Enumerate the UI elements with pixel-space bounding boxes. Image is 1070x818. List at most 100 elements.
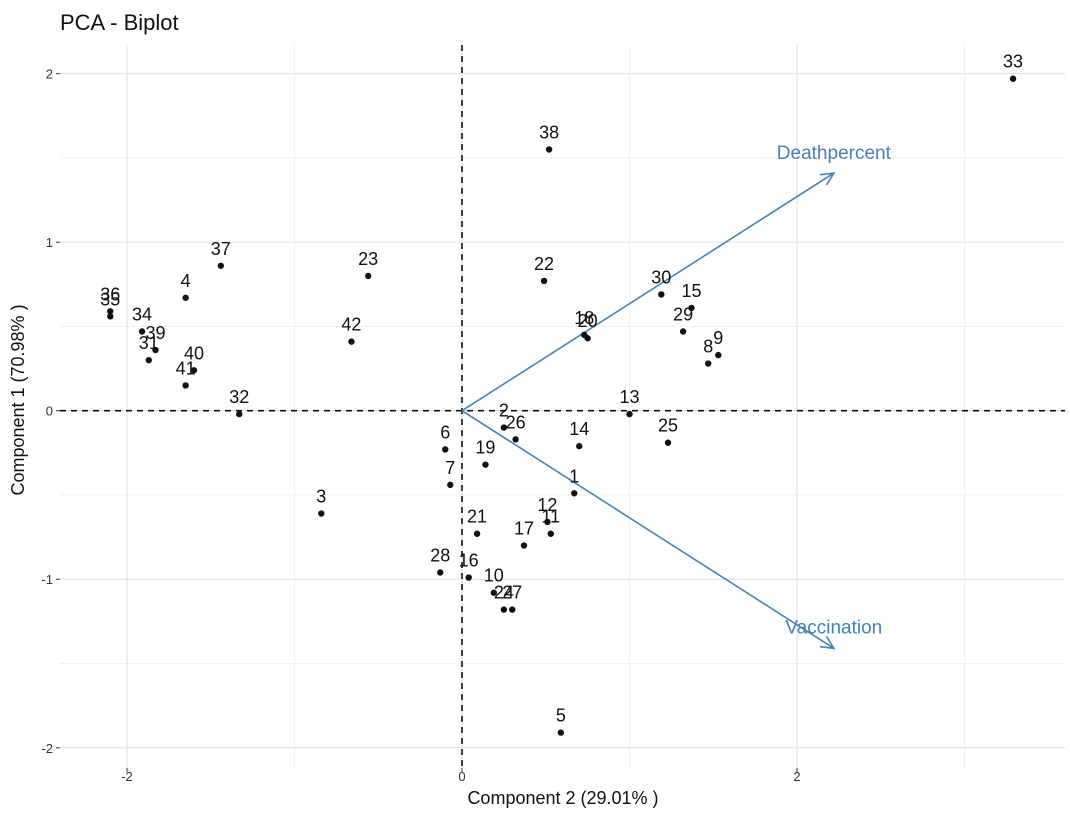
data-point (490, 589, 498, 596)
point-label: 22 (534, 254, 554, 274)
point-label: 33 (1003, 52, 1023, 72)
y-axis-title: Component 1 (70.98% ) (8, 304, 28, 495)
data-point (500, 606, 508, 613)
data-point (679, 328, 687, 335)
point-label: 5 (556, 706, 566, 726)
point-label: 36 (100, 284, 120, 304)
data-point (1009, 75, 1017, 82)
data-point (437, 569, 444, 576)
data-point (664, 439, 672, 446)
data-point (557, 729, 565, 736)
x-axis-title: Component 2 (29.01% ) (467, 788, 658, 808)
grid (60, 45, 1065, 768)
point-label: 35 (100, 289, 120, 309)
x-tick-label: 2 (793, 769, 800, 784)
variable-arrow (461, 172, 836, 412)
data-point (584, 335, 591, 342)
point-label: 20 (578, 311, 598, 331)
point-label: 1 (569, 466, 579, 486)
point-label: 10 (484, 566, 504, 586)
data-point (107, 308, 114, 315)
point-label: 28 (430, 546, 450, 566)
point-label: 17 (514, 519, 534, 539)
point-label: 15 (681, 281, 701, 301)
point-label: 23 (358, 249, 378, 269)
data-point (626, 410, 633, 418)
data-point (509, 606, 516, 613)
point-label: 26 (506, 412, 526, 432)
data-point (512, 436, 519, 443)
point-label: 24 (494, 583, 514, 603)
data-point (520, 542, 528, 549)
y-tick-label: 1 (46, 235, 53, 250)
y-tick-label: -1 (41, 572, 53, 587)
point-label: 25 (658, 416, 678, 436)
point-label: 42 (341, 315, 361, 335)
point-label: 19 (475, 438, 495, 458)
point-label: 34 (132, 305, 152, 325)
point-label: 41 (176, 358, 196, 378)
data-point (348, 338, 355, 345)
point-label: 16 (459, 551, 479, 571)
data-point (145, 356, 152, 364)
variable-arrow (461, 410, 836, 650)
point-label: 6 (440, 422, 450, 442)
data-point (152, 346, 159, 354)
point-label: 37 (211, 239, 231, 259)
data-point (138, 328, 146, 335)
point-label: 7 (445, 458, 455, 478)
point-label: 12 (537, 495, 557, 515)
variable-arrows: Deathpercent Vaccination (461, 143, 892, 650)
data-point (318, 510, 325, 517)
point-label: 29 (673, 305, 693, 325)
data-point (715, 351, 722, 359)
point-label: 27 (502, 583, 522, 603)
chart-title: PCA - Biplot (60, 10, 179, 35)
point-label: 39 (145, 323, 165, 343)
data-point (107, 313, 114, 320)
data-point (540, 277, 548, 285)
data-point (482, 461, 489, 468)
data-point (658, 291, 665, 298)
data-point (236, 410, 243, 418)
data-point (182, 382, 189, 389)
point-label: 40 (184, 343, 204, 363)
data-point (544, 518, 551, 526)
x-tick-label: 0 (458, 769, 465, 784)
x-tick-label: -2 (121, 769, 133, 784)
data-point (190, 367, 198, 374)
data-point (182, 294, 189, 301)
data-point (500, 424, 508, 431)
data-point (217, 262, 224, 269)
arrow-label: Deathpercent (777, 143, 892, 164)
data-point (447, 481, 454, 489)
point-label: 38 (539, 122, 559, 142)
point-label: 32 (229, 387, 249, 407)
data-point (442, 446, 449, 453)
data-point (547, 530, 554, 537)
data-point (688, 304, 695, 312)
reference-lines (60, 45, 1065, 768)
y-tick-label: 2 (46, 67, 53, 82)
data-point (545, 146, 553, 153)
point-label: 8 (703, 337, 713, 357)
y-tick-label: 0 (46, 404, 53, 419)
point-label: 13 (619, 387, 639, 407)
data-point (465, 574, 472, 581)
point-label: 4 (181, 271, 191, 291)
data-point (365, 272, 372, 280)
point-label: 30 (651, 267, 671, 287)
data-point (473, 530, 481, 537)
point-label: 14 (569, 419, 589, 439)
data-point (705, 360, 712, 367)
y-tick-label: -2 (41, 741, 53, 756)
point-label: 18 (574, 308, 594, 328)
point-label: 3 (316, 487, 326, 507)
point-label: 21 (467, 507, 487, 527)
data-point (576, 442, 583, 450)
arrow-label: Vaccination (785, 617, 882, 638)
point-label: 9 (713, 328, 723, 348)
